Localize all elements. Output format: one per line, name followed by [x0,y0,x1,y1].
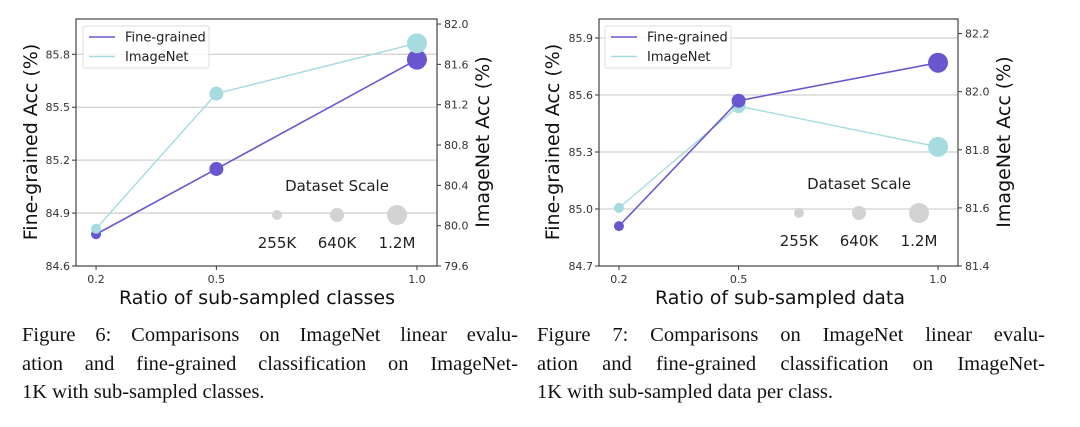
x-axis-label: Ratio of sub-sampled classes [119,287,395,309]
scale-legend-label: 255K [258,234,298,252]
data-point-imagenet [613,202,624,213]
plot-frame [598,18,959,267]
x-tick-label: 1.0 [929,273,947,286]
caption-line: 1K with sub-sampled classes. [22,381,265,403]
scale-legend-label: 640K [318,234,358,252]
caption-line: 1K with sub-sampled data per class. [537,381,834,403]
scale-legend-label: 1.2M [901,232,938,250]
x-tick-label: 0.5 [208,273,226,286]
y-tick-label-right: 82.0 [444,18,469,31]
x-tick-label: 1.0 [408,273,426,286]
y-tick-label-right: 80.0 [444,220,469,233]
data-point-imagenet [91,223,102,234]
scale-marker [387,205,407,225]
caption-line: Figure 7: Comparisons on ImageNet linear… [537,324,1045,346]
y-tick-label-left: 84.6 [46,260,71,273]
data-point-fine-grained [613,221,624,232]
x-tick-label: 0.2 [610,273,628,286]
caption-line: ation and fine-grained classification on… [537,352,1045,375]
scale-legend-title: Dataset Scale [807,175,911,193]
scale-legend-label: 255K [780,232,820,250]
scale-marker [272,210,282,220]
legend-label: Fine-grained [647,31,728,46]
caption-line: Figure 6: Comparisons on ImageNet linear… [22,324,518,346]
scale-marker [330,208,344,222]
chart-1: 84.6 84.9 85.2 85.5 85.8 79.6 80.0 80.4 80.8 81.2… [20,18,494,309]
y-tick-label-right: 81.8 [965,144,990,157]
scale-marker [909,203,929,223]
scale-marker [794,208,804,218]
y-axis-label-right: ImageNet Acc (%) [472,56,494,227]
legend-label: ImageNet [125,50,189,65]
data-point-fine-grained [209,161,224,176]
y-tick-label-left: 85.2 [46,154,71,167]
y-tick-label-right: 80.8 [444,139,469,152]
y-tick-label-right: 81.6 [444,58,469,71]
y-tick-label-left: 85.3 [569,146,594,159]
scale-legend-label: 640K [840,232,880,250]
y-tick-label-left: 84.7 [569,260,594,273]
y-tick-label-left: 85.6 [569,89,594,102]
y-tick-label-right: 81.6 [965,202,990,215]
data-point-fine-grained [928,52,949,73]
series-line-imagenet [95,42,418,230]
figure-6-caption: Figure 6: Comparisons on ImageNet linear… [22,321,518,407]
data-point-imagenet [209,86,224,101]
y-tick-label-right: 80.4 [444,179,469,192]
y-tick-label-left: 85.0 [569,203,594,216]
caption-line: ation and fine-grained classification on… [22,352,518,375]
y-tick-label-left: 85.9 [569,32,594,45]
plot-frame [75,18,438,267]
scale-legend-label: 1.2M [379,234,416,252]
y-tick-label-right: 81.2 [444,99,469,112]
legend-label: ImageNet [647,50,711,65]
chart-2: 84.7 85.0 85.3 85.6 85.9 81.4 81.6 81.8 82.0 82.2… [542,18,1015,309]
data-point-fine-grained [731,93,746,108]
y-tick-label-left: 84.9 [46,207,71,220]
scale-marker [852,206,866,220]
series-line-fine-grained [95,58,418,235]
y-tick-label-right: 79.6 [444,260,469,273]
y-axis-label-left: Fine-grained Acc (%) [20,44,42,241]
x-axis-label: Ratio of sub-sampled data [655,287,905,309]
y-axis-label-left: Fine-grained Acc (%) [542,44,564,241]
y-tick-label-left: 85.5 [46,101,71,114]
y-axis-label-right: ImageNet Acc (%) [993,56,1015,227]
y-tick-label-left: 85.8 [46,48,71,61]
series-line-fine-grained [618,61,939,227]
figure-7-caption: Figure 7: Comparisons on ImageNet linear… [537,321,1045,407]
x-tick-label: 0.2 [87,273,105,286]
x-tick-label: 0.5 [730,273,748,286]
data-point-imagenet [406,33,427,54]
data-point-imagenet [928,136,949,157]
scale-legend-title: Dataset Scale [285,177,389,195]
legend-label: Fine-grained [125,31,206,46]
y-tick-label-right: 82.0 [965,86,990,99]
data-point-fine-grained [406,49,427,70]
y-tick-label-right: 81.4 [965,260,990,273]
y-tick-label-right: 82.2 [965,28,990,41]
